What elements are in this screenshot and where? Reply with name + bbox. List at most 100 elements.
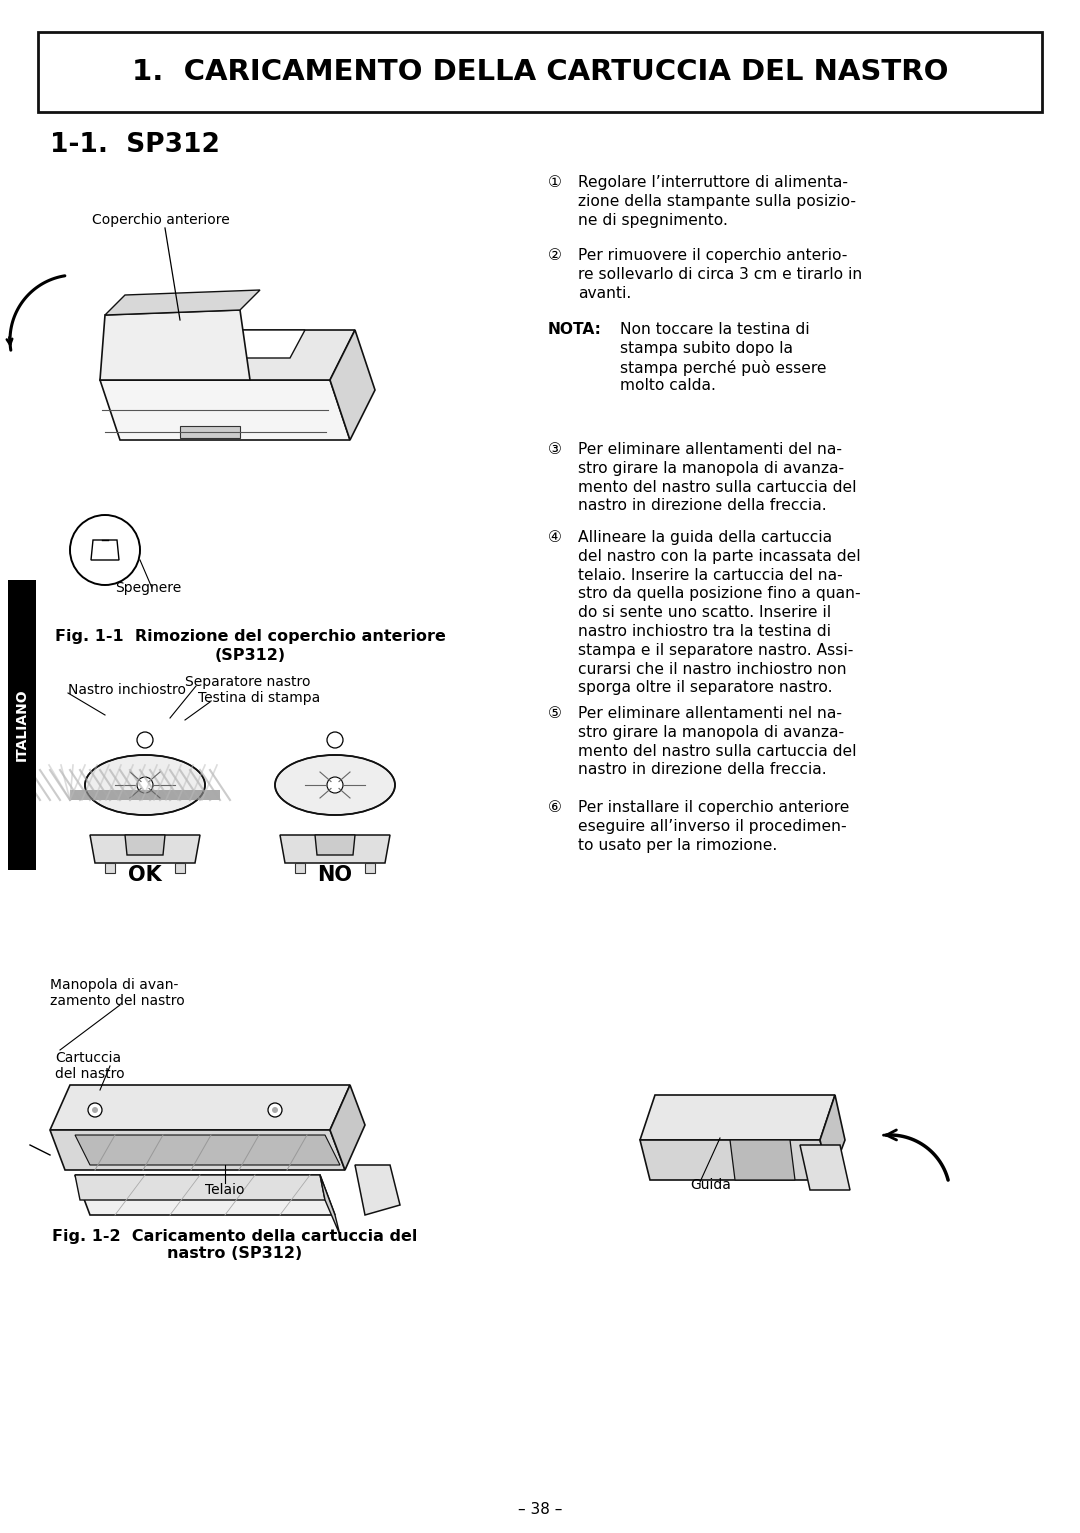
Text: ④: ④ bbox=[548, 530, 562, 546]
Text: Allineare la guida della cartuccia: Allineare la guida della cartuccia bbox=[578, 530, 832, 546]
Text: stampa e il separatore nastro. Assi-: stampa e il separatore nastro. Assi- bbox=[578, 642, 853, 658]
Polygon shape bbox=[730, 1141, 795, 1180]
Text: Regolare l’interruttore di alimenta-: Regolare l’interruttore di alimenta- bbox=[578, 175, 848, 190]
Polygon shape bbox=[100, 380, 350, 440]
Text: Separatore nastro: Separatore nastro bbox=[185, 675, 311, 688]
Polygon shape bbox=[75, 1174, 325, 1200]
FancyBboxPatch shape bbox=[365, 863, 375, 872]
Text: ⑤: ⑤ bbox=[548, 707, 562, 721]
Text: sporga oltre il separatore nastro.: sporga oltre il separatore nastro. bbox=[578, 681, 833, 696]
Text: (SP312): (SP312) bbox=[215, 648, 285, 664]
Polygon shape bbox=[640, 1095, 835, 1141]
Polygon shape bbox=[330, 1085, 365, 1170]
Polygon shape bbox=[50, 1085, 350, 1130]
Text: stro girare la manopola di avanza-: stro girare la manopola di avanza- bbox=[578, 725, 845, 740]
Text: OK: OK bbox=[129, 865, 162, 885]
Polygon shape bbox=[820, 1095, 845, 1180]
Circle shape bbox=[137, 777, 153, 793]
Text: Per installare il coperchio anteriore: Per installare il coperchio anteriore bbox=[578, 800, 849, 816]
Text: – 38 –: – 38 – bbox=[517, 1502, 563, 1518]
Text: stampa perché può essere: stampa perché può essere bbox=[620, 360, 826, 376]
Text: mento del nastro sulla cartuccia del: mento del nastro sulla cartuccia del bbox=[578, 480, 856, 495]
Text: eseguire all’inverso il procedimen-: eseguire all’inverso il procedimen- bbox=[578, 819, 847, 834]
Text: avanti.: avanti. bbox=[578, 285, 631, 300]
Polygon shape bbox=[70, 789, 220, 800]
Text: Testina di stampa: Testina di stampa bbox=[198, 691, 321, 705]
Circle shape bbox=[268, 1104, 282, 1118]
Text: to usato per la rimozione.: to usato per la rimozione. bbox=[578, 837, 778, 852]
Text: stro da quella posizione fino a quan-: stro da quella posizione fino a quan- bbox=[578, 587, 861, 601]
Text: Per eliminare allentamenti del na-: Per eliminare allentamenti del na- bbox=[578, 442, 842, 457]
Text: nastro (SP312): nastro (SP312) bbox=[167, 1246, 302, 1262]
Text: Manopola di avan-: Manopola di avan- bbox=[50, 978, 178, 992]
Text: nastro in direzione della freccia.: nastro in direzione della freccia. bbox=[578, 498, 826, 514]
Text: zamento del nastro: zamento del nastro bbox=[50, 993, 185, 1009]
Text: Cartuccia: Cartuccia bbox=[55, 1052, 121, 1065]
Polygon shape bbox=[50, 1130, 345, 1170]
Text: ne di spegnimento.: ne di spegnimento. bbox=[578, 213, 728, 227]
Circle shape bbox=[92, 1107, 98, 1113]
Text: Spegnere: Spegnere bbox=[114, 581, 181, 595]
Polygon shape bbox=[75, 1174, 335, 1216]
Text: 1-1.  SP312: 1-1. SP312 bbox=[50, 132, 220, 158]
Circle shape bbox=[272, 1107, 278, 1113]
Polygon shape bbox=[320, 1174, 340, 1236]
Text: Per eliminare allentamenti nel na-: Per eliminare allentamenti nel na- bbox=[578, 707, 842, 721]
Polygon shape bbox=[100, 330, 355, 380]
Text: NO: NO bbox=[318, 865, 352, 885]
Polygon shape bbox=[100, 310, 249, 380]
Text: Fig. 1-2  Caricamento della cartuccia del: Fig. 1-2 Caricamento della cartuccia del bbox=[52, 1228, 418, 1243]
FancyBboxPatch shape bbox=[180, 426, 240, 438]
Polygon shape bbox=[355, 1165, 400, 1216]
Text: nastro in direzione della freccia.: nastro in direzione della freccia. bbox=[578, 762, 826, 777]
Circle shape bbox=[70, 515, 140, 586]
Text: telaio. Inserire la cartuccia del na-: telaio. Inserire la cartuccia del na- bbox=[578, 567, 842, 583]
Text: del nastro: del nastro bbox=[55, 1067, 124, 1081]
Text: ①: ① bbox=[548, 175, 562, 190]
Polygon shape bbox=[75, 1134, 340, 1165]
FancyBboxPatch shape bbox=[105, 863, 114, 872]
Text: stro girare la manopola di avanza-: stro girare la manopola di avanza- bbox=[578, 461, 845, 475]
Polygon shape bbox=[315, 835, 355, 855]
Text: molto calda.: molto calda. bbox=[620, 379, 716, 394]
Text: Telaio: Telaio bbox=[205, 1183, 245, 1197]
Circle shape bbox=[327, 777, 343, 793]
Text: del nastro con la parte incassata del: del nastro con la parte incassata del bbox=[578, 549, 861, 564]
Text: Non toccare la testina di: Non toccare la testina di bbox=[620, 322, 810, 337]
Circle shape bbox=[137, 731, 153, 748]
Text: re sollevarlo di circa 3 cm e tirarlo in: re sollevarlo di circa 3 cm e tirarlo in bbox=[578, 267, 862, 282]
Text: do si sente uno scatto. Inserire il: do si sente uno scatto. Inserire il bbox=[578, 606, 832, 621]
Ellipse shape bbox=[85, 754, 205, 816]
FancyBboxPatch shape bbox=[295, 863, 305, 872]
Text: 1.  CARICAMENTO DELLA CARTUCCIA DEL NASTRO: 1. CARICAMENTO DELLA CARTUCCIA DEL NASTR… bbox=[132, 58, 948, 86]
FancyBboxPatch shape bbox=[8, 579, 36, 871]
Circle shape bbox=[87, 1104, 102, 1118]
Text: zione della stampante sulla posizio-: zione della stampante sulla posizio- bbox=[578, 193, 856, 208]
Text: Fig. 1-1  Rimozione del coperchio anteriore: Fig. 1-1 Rimozione del coperchio anterio… bbox=[55, 629, 445, 644]
Text: ②: ② bbox=[548, 248, 562, 264]
Text: Guida: Guida bbox=[690, 1177, 731, 1193]
Text: ③: ③ bbox=[548, 442, 562, 457]
Text: stampa subito dopo la: stampa subito dopo la bbox=[620, 340, 793, 356]
Text: ⑥: ⑥ bbox=[548, 800, 562, 816]
Text: ITALIANO: ITALIANO bbox=[15, 688, 29, 762]
Polygon shape bbox=[90, 835, 200, 863]
Polygon shape bbox=[640, 1141, 831, 1180]
Circle shape bbox=[327, 731, 343, 748]
Text: Coperchio anteriore: Coperchio anteriore bbox=[92, 213, 230, 227]
Text: nastro inchiostro tra la testina di: nastro inchiostro tra la testina di bbox=[578, 624, 831, 639]
Ellipse shape bbox=[275, 754, 395, 816]
Polygon shape bbox=[330, 330, 375, 440]
Text: Per rimuovere il coperchio anterio-: Per rimuovere il coperchio anterio- bbox=[578, 248, 848, 264]
Text: NOTA:: NOTA: bbox=[548, 322, 602, 337]
Polygon shape bbox=[800, 1145, 850, 1190]
Text: Nastro inchiostro: Nastro inchiostro bbox=[68, 684, 186, 698]
FancyBboxPatch shape bbox=[175, 863, 185, 872]
Polygon shape bbox=[280, 835, 390, 863]
Polygon shape bbox=[150, 330, 305, 359]
Text: curarsi che il nastro inchiostro non: curarsi che il nastro inchiostro non bbox=[578, 662, 847, 676]
Text: mento del nastro sulla cartuccia del: mento del nastro sulla cartuccia del bbox=[578, 744, 856, 759]
FancyBboxPatch shape bbox=[38, 32, 1042, 112]
Polygon shape bbox=[125, 835, 165, 855]
Polygon shape bbox=[105, 290, 260, 314]
